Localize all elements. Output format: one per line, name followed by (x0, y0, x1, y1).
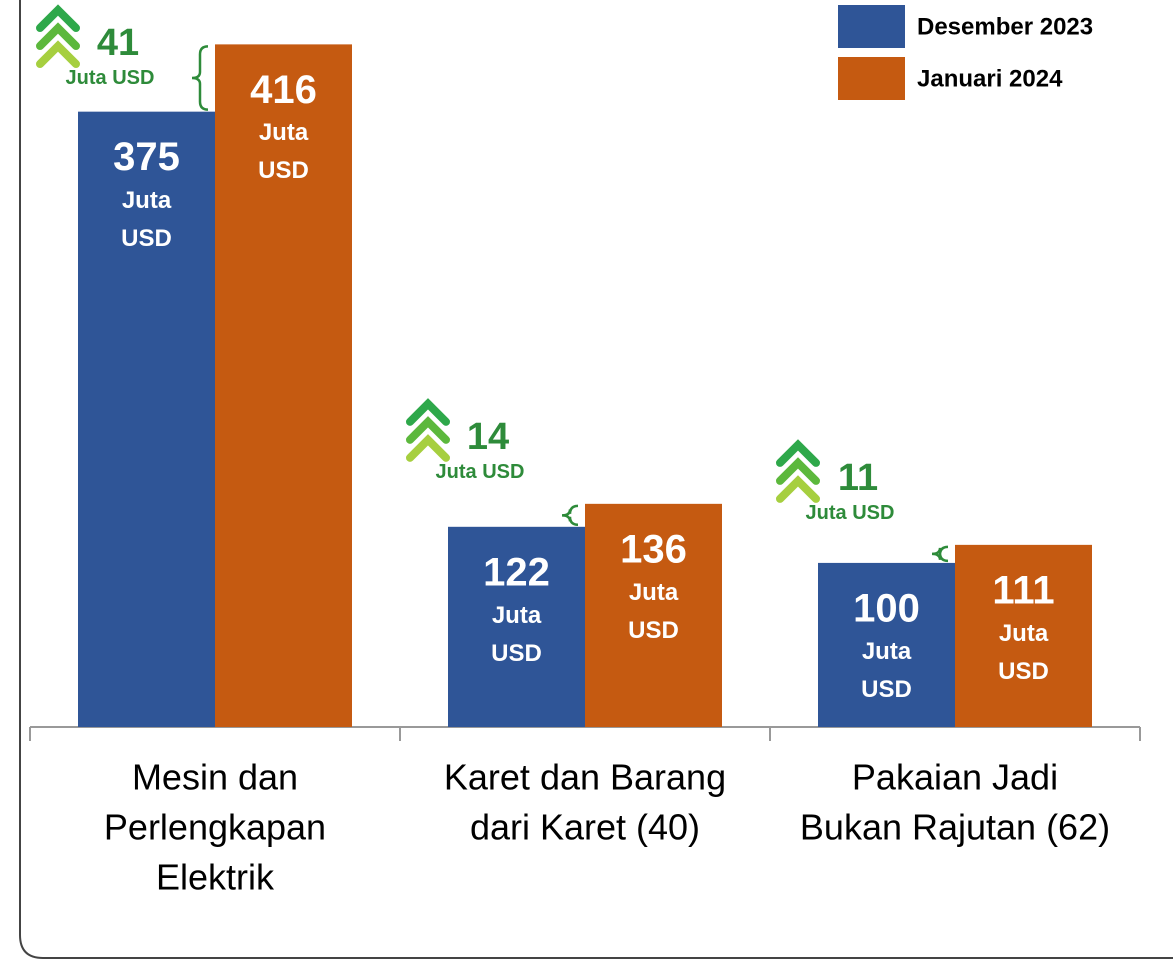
data-label: 111 (992, 568, 1054, 612)
brace (191, 45, 209, 111)
data-label: 416 (250, 68, 317, 112)
bar (955, 544, 1092, 727)
bar (585, 503, 722, 727)
data-label-unit: Juta USD (121, 186, 172, 252)
data-label-unit-box: Juta USD (628, 578, 679, 644)
difference-unit-box: Juta USD (805, 501, 895, 524)
data-label-unit: Juta USD (491, 601, 542, 667)
x-tick-label: Bukan Rajutan (62) (800, 807, 1110, 848)
x-tick-label: Mesin dan (132, 757, 298, 798)
difference-label: 11 (838, 457, 878, 499)
chevron-icon (36, 22, 80, 50)
chevron-icon (406, 398, 450, 426)
data-label-unit-box: Juta USD (491, 601, 542, 667)
difference-unit-box: Juta USD (435, 460, 525, 483)
legend-swatch (838, 5, 905, 48)
bar (448, 526, 585, 727)
brace (931, 545, 949, 563)
difference-unit: Juta USD (435, 460, 525, 483)
legend-label: Desember 2023 (917, 13, 1093, 40)
legend-swatch (838, 57, 905, 100)
x-tick-label: Elektrik (156, 857, 275, 898)
x-tick-label: Perlengkapan (104, 807, 326, 848)
difference-label: 41 (97, 22, 139, 64)
x-tick-label: Karet dan Barang (444, 757, 726, 798)
bar (78, 111, 215, 728)
data-label-unit: Juta USD (628, 578, 679, 644)
data-label-unit: Juta USD (258, 119, 309, 185)
chevron-icon (36, 4, 80, 32)
data-label-unit-box: Juta USD (258, 119, 309, 185)
brace (561, 504, 579, 527)
chevron-icon (776, 439, 820, 467)
bar (818, 562, 955, 727)
data-label: 100 (853, 586, 920, 630)
chevron-icon (406, 434, 450, 462)
data-label: 375 (113, 135, 180, 179)
difference-unit-box: Juta USD (65, 67, 155, 89)
data-label-unit-box: Juta USD (861, 637, 912, 703)
data-label-unit: Juta USD (998, 619, 1049, 685)
difference-unit: Juta USD (805, 501, 895, 524)
chevron-icon (776, 475, 820, 503)
frame (19, 0, 1173, 959)
difference-unit: Juta USD (65, 67, 155, 89)
x-tick-label: dari Karet (40) (470, 807, 700, 848)
legend-label: Januari 2024 (917, 65, 1063, 92)
bar (215, 44, 352, 727)
data-label: 136 (620, 527, 687, 571)
difference-label: 14 (467, 416, 509, 458)
x-tick-label: Pakaian Jadi (852, 757, 1058, 798)
data-label-unit-box: Juta USD (998, 619, 1049, 685)
chevron-icon (776, 457, 820, 485)
data-label-unit: Juta USD (861, 637, 912, 703)
chevron-icon (406, 416, 450, 444)
data-label-unit-box: Juta USD (121, 186, 172, 252)
data-label: 122 (483, 550, 550, 594)
chevron-icon (36, 40, 80, 68)
